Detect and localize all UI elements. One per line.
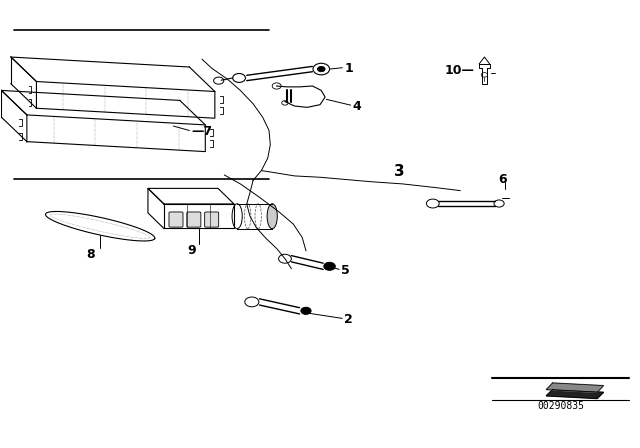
Text: 00290835: 00290835: [538, 401, 584, 411]
FancyBboxPatch shape: [205, 212, 219, 227]
Text: 5: 5: [341, 264, 350, 277]
FancyBboxPatch shape: [187, 212, 201, 227]
Circle shape: [324, 262, 335, 270]
Text: 8: 8: [86, 248, 95, 261]
Text: 6: 6: [499, 173, 507, 186]
Text: 9: 9: [187, 244, 196, 257]
Text: 10—: 10—: [444, 65, 474, 78]
Circle shape: [317, 66, 325, 72]
Polygon shape: [546, 390, 604, 399]
Text: 1: 1: [344, 62, 353, 75]
Text: 3: 3: [394, 164, 405, 179]
Circle shape: [301, 307, 311, 314]
FancyBboxPatch shape: [169, 212, 183, 227]
Text: 2: 2: [344, 313, 353, 326]
Ellipse shape: [267, 204, 277, 228]
Text: —7: —7: [191, 125, 212, 138]
Polygon shape: [546, 383, 604, 392]
Text: 4: 4: [353, 99, 361, 112]
